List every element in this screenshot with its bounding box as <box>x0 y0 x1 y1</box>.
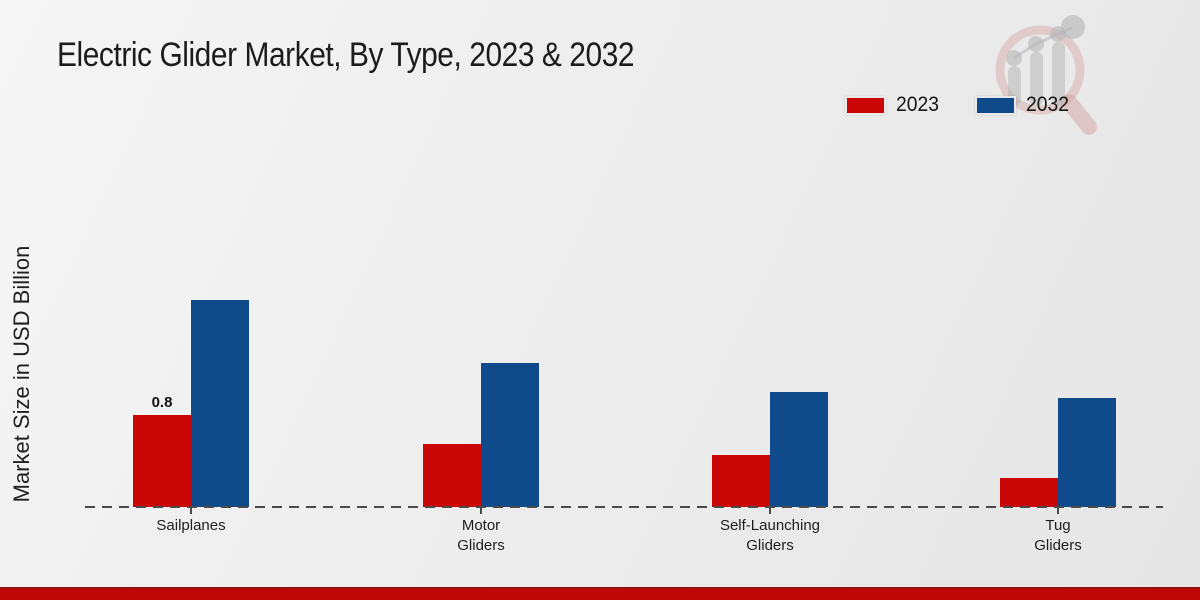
bar-2023-self-launching-gliders <box>712 455 770 507</box>
legend-label-2032: 2032 <box>1025 93 1069 116</box>
chart-title: Electric Glider Market, By Type, 2023 & … <box>57 36 635 74</box>
bar-2023-tug-gliders <box>1000 478 1058 507</box>
x-axis-tick <box>480 507 482 514</box>
bar-2032-self-launching-gliders <box>770 392 828 507</box>
category-label: Sailplanes <box>156 517 226 534</box>
bar-value-label: 0.8 <box>151 394 173 411</box>
legend-label-2023: 2023 <box>896 93 939 116</box>
legend: 2023 2032 <box>845 93 1072 117</box>
legend-swatch-2023 <box>845 95 886 115</box>
legend-item-2032: 2032 <box>974 93 1073 117</box>
category-label: Tug Gliders <box>1034 517 1082 554</box>
legend-swatch-2032 <box>974 95 1016 115</box>
bar-2023-sailplanes <box>133 415 191 507</box>
x-axis-tick <box>190 507 192 514</box>
legend-item-2023: 2023 <box>845 93 943 117</box>
bar-2032-sailplanes <box>191 300 249 507</box>
category-label: Self-Launching Gliders <box>719 517 821 554</box>
bottom-red-band <box>0 587 1200 600</box>
bar-2032-tug-gliders <box>1058 398 1116 507</box>
x-axis-tick <box>769 507 771 514</box>
category-label: Motor Gliders <box>457 517 505 554</box>
x-axis-tick <box>1057 507 1059 514</box>
bar-2023-motor-gliders <box>423 444 481 507</box>
bar-2032-motor-gliders <box>481 363 539 507</box>
